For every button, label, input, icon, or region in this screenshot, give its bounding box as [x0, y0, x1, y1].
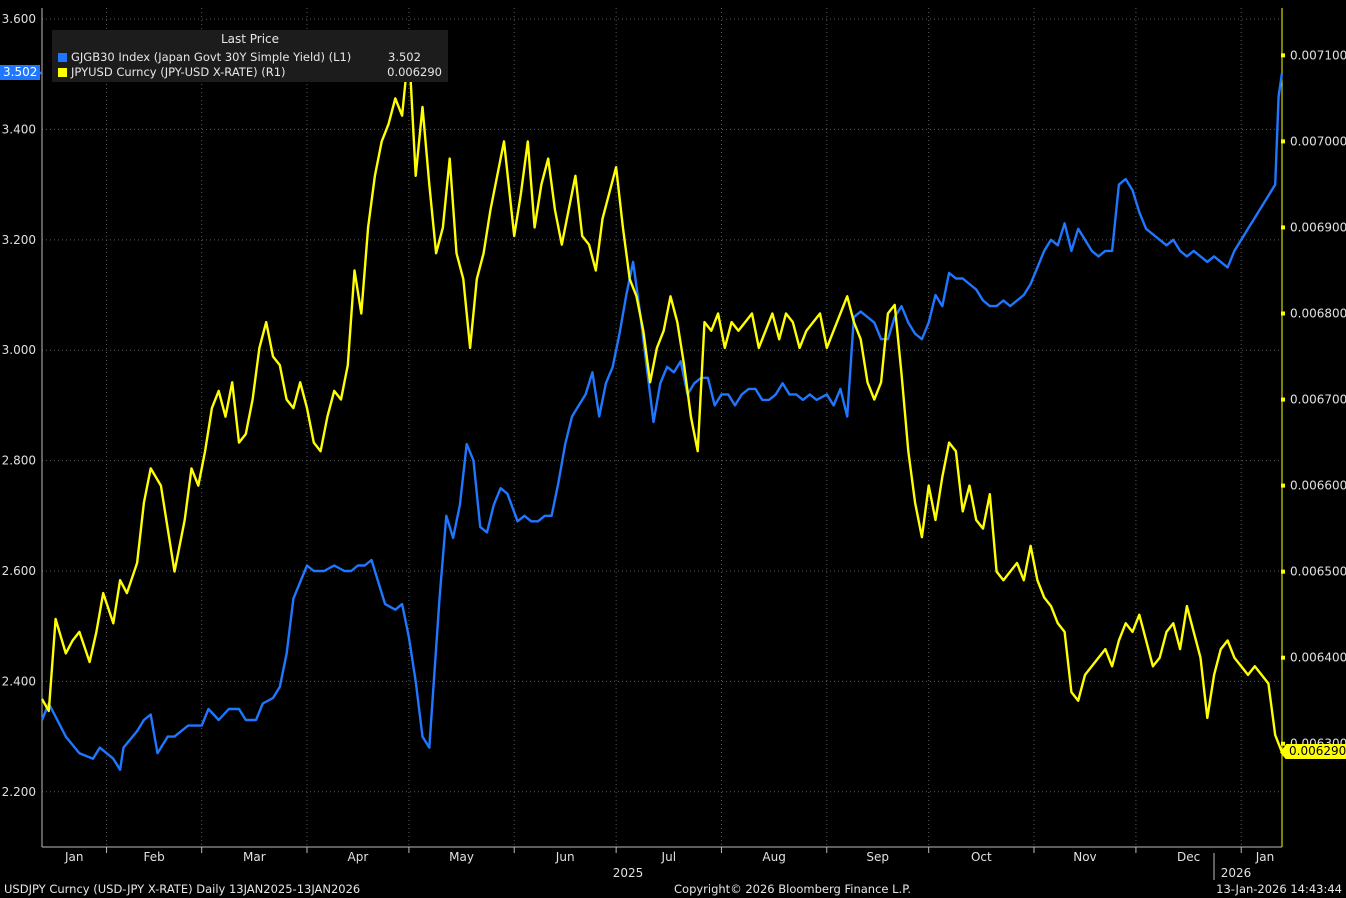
right-tick-label: 0.006900 — [1290, 220, 1346, 234]
right-tick-label: 0.007100 — [1290, 48, 1346, 62]
series-line-jpyusd — [40, 45, 1284, 753]
month-label: Feb — [143, 850, 164, 864]
month-label: Apr — [348, 850, 369, 864]
left-tick-label: 3.000 — [2, 343, 36, 357]
year-label: 2025 — [613, 866, 644, 880]
series-line-gjgb30 — [40, 72, 1284, 771]
month-label: May — [449, 850, 474, 864]
legend: Last Price GJGB30 Index (Japan Govt 30Y … — [52, 30, 448, 82]
series-layer — [40, 45, 1284, 771]
footer-right: 13-Jan-2026 14:43:44 — [1216, 882, 1342, 896]
legend-label: JPYUSD Curncy (JPY-USD X-RATE) (R1) — [71, 65, 286, 79]
left-tick-label: 2.600 — [2, 564, 36, 578]
left-tick-label: 3.400 — [2, 122, 36, 136]
footer-left: USDJPY Curncy (USD-JPY X-RATE) Daily 13J… — [4, 882, 361, 896]
last-value-tag-right: 0.006290 — [1286, 744, 1346, 760]
month-label: Nov — [1073, 850, 1096, 864]
right-tick-mark — [1281, 225, 1285, 230]
left-tick-label: 3.600 — [2, 12, 36, 26]
legend-entry-jpyusd: JPYUSD Curncy (JPY-USD X-RATE) (R1) 0.00… — [58, 65, 442, 79]
right-tick-mark — [1281, 655, 1285, 660]
right-tick-mark — [1281, 569, 1285, 574]
legend-swatch-yellow — [58, 68, 67, 77]
right-tick-label: 0.006400 — [1290, 651, 1346, 665]
right-tick-label: 0.006700 — [1290, 393, 1346, 407]
month-label: Jan — [1255, 850, 1275, 864]
right-tick-mark — [1281, 483, 1285, 488]
legend-title: Last Price — [220, 32, 280, 46]
axes: 2.200 2.400 2.600 2.800 3.000 3.200 3.400 3.600… — [2, 8, 1346, 880]
grid — [42, 8, 1282, 847]
left-tick-label: 2.400 — [2, 674, 36, 688]
legend-entry-gjgb30: GJGB30 Index (Japan Govt 30Y Simple Yiel… — [58, 50, 421, 64]
right-tick-mark — [1281, 311, 1285, 316]
month-label: Jul — [661, 850, 676, 864]
right-tick-label: 0.006600 — [1290, 479, 1346, 493]
month-label: Mar — [243, 850, 266, 864]
month-label: Jun — [555, 850, 575, 864]
left-tick-label: 3.200 — [2, 233, 36, 247]
right-tick-mark — [1281, 139, 1285, 144]
right-tick-label: 0.007000 — [1290, 134, 1346, 148]
right-tick-label: 0.006800 — [1290, 306, 1346, 320]
footer-center: Copyright© 2026 Bloomberg Finance L.P. — [674, 882, 911, 896]
month-label: Dec — [1177, 850, 1200, 864]
left-tick-label: 2.200 — [2, 785, 36, 799]
year-label: 2026 — [1221, 866, 1252, 880]
month-label: Aug — [762, 850, 785, 864]
right-tick-mark — [1281, 397, 1285, 402]
month-label: Jan — [64, 850, 84, 864]
last-value-tag-left: 3.502 — [0, 65, 40, 81]
left-tick-label: 2.800 — [2, 454, 36, 468]
right-tick-mark — [1281, 53, 1285, 58]
legend-value: 3.502 — [388, 50, 421, 64]
legend-label: GJGB30 Index (Japan Govt 30Y Simple Yiel… — [71, 50, 352, 64]
month-label: Sep — [866, 850, 889, 864]
right-tick-mark — [1281, 741, 1285, 746]
legend-value: 0.006290 — [387, 65, 442, 79]
month-label: Oct — [971, 850, 992, 864]
right-tick-label: 0.006500 — [1290, 565, 1346, 579]
legend-swatch-blue — [58, 53, 67, 62]
